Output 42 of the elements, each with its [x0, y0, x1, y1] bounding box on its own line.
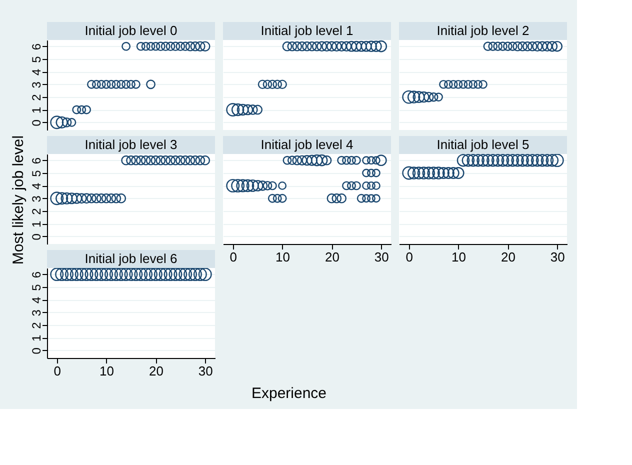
y-tick-label: 2	[30, 94, 44, 101]
x-tick-label: 30	[550, 250, 565, 264]
y-tick-label: 4	[30, 182, 44, 190]
x-tick-label: 10	[100, 364, 114, 378]
x-tick-label: 10	[452, 250, 466, 264]
chart-title: Initial job level 2	[436, 23, 530, 38]
x-axis-title: Experience	[251, 385, 327, 402]
y-tick-label: 1	[30, 334, 44, 342]
y-tick-label: 4	[30, 68, 44, 76]
chart-title: Initial job level 6	[84, 251, 178, 266]
x-tick-label: 20	[500, 250, 516, 264]
y-tick-label: 6	[30, 43, 44, 50]
y-tick-label: 5	[30, 170, 44, 177]
x-tick-label: 0	[406, 250, 413, 264]
y-tick-label: 4	[30, 296, 44, 304]
x-tick-label: 20	[324, 250, 340, 264]
chart-title: Initial job level 1	[260, 23, 354, 38]
chart-title: Initial job level 0	[84, 23, 178, 38]
y-tick-label: 3	[30, 195, 44, 202]
y-tick-label: 5	[30, 284, 44, 291]
x-tick-label: 10	[276, 250, 290, 264]
y-axis-title: Most likely job level	[10, 135, 27, 265]
y-tick-label: 0	[30, 347, 44, 354]
y-tick-label: 3	[30, 81, 44, 88]
chart-title: Initial job level 4	[260, 137, 354, 152]
y-tick-label: 2	[30, 322, 44, 329]
chart-title: Initial job level 3	[84, 137, 178, 152]
y-tick-label: 0	[30, 119, 44, 126]
y-tick-label: 5	[30, 56, 44, 63]
y-tick-label: 1	[30, 106, 44, 114]
y-tick-label: 6	[30, 157, 44, 164]
y-tick-label: 2	[30, 208, 44, 215]
y-tick-label: 3	[30, 309, 44, 316]
y-tick-label: 0	[30, 233, 44, 240]
x-tick-label: 30	[198, 364, 213, 378]
chart-title: Initial job level 5	[436, 137, 530, 152]
x-tick-label: 30	[374, 250, 389, 264]
x-tick-label: 0	[230, 250, 237, 264]
x-tick-label: 20	[148, 364, 164, 378]
x-tick-label: 0	[54, 364, 61, 378]
y-tick-label: 1	[30, 220, 44, 228]
y-tick-label: 6	[30, 271, 44, 278]
